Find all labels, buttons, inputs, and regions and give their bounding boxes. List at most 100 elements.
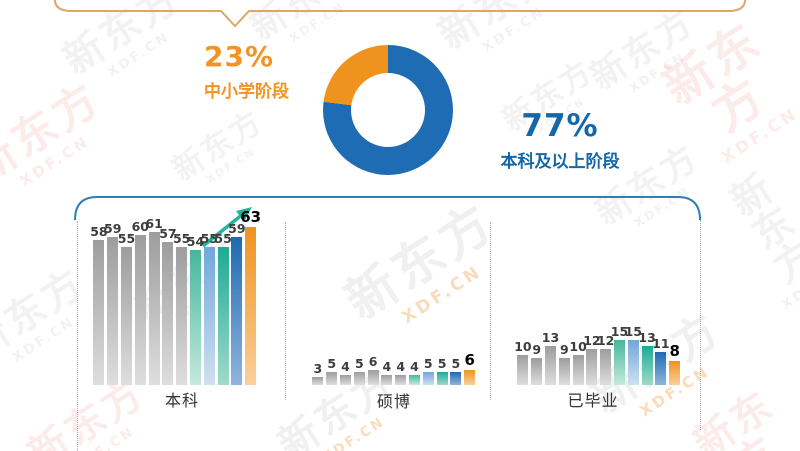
- bar-value-label: 5: [354, 356, 364, 371]
- bar-column: 5: [421, 356, 435, 385]
- percent-value-right: 77%: [521, 108, 599, 144]
- bar-value-label: 55: [214, 231, 232, 246]
- bar-column: 57: [159, 226, 177, 385]
- bar: [627, 340, 639, 385]
- bar-value-label: 8: [669, 342, 680, 360]
- bar-column: 4: [408, 359, 422, 385]
- bar-value-label: 5: [423, 356, 433, 371]
- bar-column: 15: [625, 324, 642, 385]
- bar-value-label: 3: [313, 361, 323, 376]
- bar-value-label: 61: [145, 216, 163, 231]
- bar-value-label: 9: [559, 342, 569, 357]
- bar-chart-undergrad: 58 59 55 60 61 57 55 54 55 55 59 63: [90, 208, 261, 385]
- bar-column: 5: [435, 356, 449, 385]
- bar: [408, 375, 420, 385]
- bar-column: 4: [339, 359, 353, 385]
- bar: [517, 355, 529, 385]
- bar: [367, 370, 379, 385]
- bar-column: 12: [597, 333, 614, 385]
- bar-column: 61: [145, 216, 163, 385]
- bar: [613, 340, 625, 385]
- bar-value-label: 5: [451, 356, 461, 371]
- bar-value-label: 12: [583, 333, 601, 348]
- bar: [572, 355, 584, 385]
- trend-arrow-icon: [201, 207, 252, 248]
- bar-value-label: 6: [464, 351, 475, 369]
- bar-value-label: 10: [514, 339, 532, 354]
- bar: [93, 240, 105, 385]
- bar-value-label: 55: [117, 231, 136, 246]
- bar-column: 12: [583, 333, 601, 385]
- dotted-separator-mid-left: [285, 222, 286, 400]
- bar-value-label: 5: [327, 356, 337, 371]
- bar-column: 6: [463, 351, 477, 385]
- bar: [353, 372, 365, 385]
- bar-value-label: 5: [437, 356, 447, 371]
- bar: [189, 250, 201, 385]
- bar-column: 59: [228, 221, 246, 385]
- bar-column: 15: [611, 324, 628, 385]
- bar-column: 9: [530, 342, 544, 385]
- bar: [422, 372, 434, 385]
- bar-value-label: 12: [596, 333, 615, 348]
- bar: [120, 247, 132, 385]
- bar: [134, 235, 146, 385]
- bar-value-label: 10: [569, 339, 587, 354]
- bar: [641, 346, 653, 385]
- bar-value-label: 9: [532, 342, 542, 357]
- bar: [395, 375, 407, 385]
- bar: [544, 346, 556, 385]
- bar-value-label: 59: [228, 221, 246, 236]
- bar: [176, 247, 188, 385]
- bar: [148, 232, 160, 385]
- bar-value-label: 57: [159, 226, 177, 241]
- bar: [339, 375, 351, 385]
- bar-value-label: 55: [172, 231, 191, 246]
- bar-value-label: 6: [368, 354, 378, 369]
- donut-hole: [351, 73, 425, 147]
- section-bracket: [74, 196, 701, 221]
- bar: [655, 352, 667, 385]
- percent-value-left: 23%: [204, 40, 275, 73]
- dotted-separator-mid-right: [490, 222, 491, 400]
- bar-column: 9: [557, 342, 571, 385]
- bar: [326, 372, 338, 385]
- bar-column: 58: [90, 224, 108, 385]
- chart-title-graduated: 已毕业: [567, 391, 619, 410]
- bar-value-label: 4: [396, 359, 406, 374]
- bar-column: 5: [352, 356, 366, 385]
- callout-primary-secondary: 23% 中小学阶段: [204, 40, 289, 102]
- bar-value-label: 13: [541, 330, 560, 345]
- donut-chart: [323, 45, 453, 175]
- bar-value-label: 15: [610, 324, 629, 339]
- bar-column: 8: [668, 342, 682, 385]
- bar-value-label: 4: [410, 359, 419, 374]
- bar-value-label: 11: [652, 336, 670, 351]
- bar: [107, 237, 119, 385]
- bar-column: 13: [638, 330, 656, 385]
- bar: [450, 372, 462, 385]
- bar-value-label: 60: [131, 219, 149, 234]
- bar-column: 55: [173, 231, 190, 385]
- bar-value-label: 58: [90, 224, 108, 239]
- bar: [312, 377, 324, 385]
- bar-column: 54: [187, 234, 204, 385]
- bar-value-label: 4: [382, 359, 392, 374]
- bar: [162, 242, 174, 385]
- bar-column: 60: [132, 219, 149, 385]
- callout-undergrad-above: 77% 本科及以上阶段: [480, 108, 640, 172]
- bar-column: 5: [449, 356, 463, 385]
- bar-column: 63: [240, 208, 261, 385]
- bar-column: 55: [214, 231, 232, 385]
- top-callout-bracket: [54, 0, 746, 28]
- chart-title-undergrad: 本科: [164, 391, 199, 410]
- bar-value-label: 59: [104, 221, 122, 236]
- bar: [531, 358, 543, 385]
- bar-column: 10: [514, 339, 532, 385]
- bar-value-label: 4: [341, 359, 350, 374]
- bar-chart-graduated: 10 9 13 9 10 12 12 15 15 13 11 8: [514, 324, 682, 385]
- percent-label-right: 本科及以上阶段: [500, 152, 620, 172]
- bar-column: 4: [394, 359, 408, 385]
